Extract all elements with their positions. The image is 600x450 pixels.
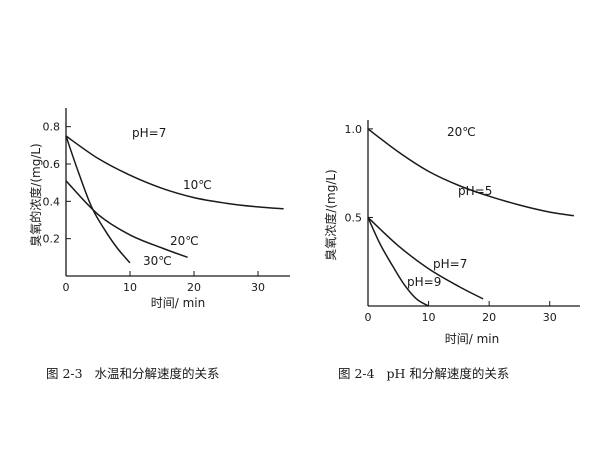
x-axis-label: 时间/ min bbox=[445, 332, 500, 346]
y-tick-label: 0.6 bbox=[43, 158, 61, 171]
series-label-3: 30℃ bbox=[143, 254, 172, 268]
series-line-2 bbox=[367, 216, 484, 300]
x-tick-label: 30 bbox=[251, 281, 265, 294]
series-label-1: pH=5 bbox=[458, 184, 492, 198]
x-axis-label: 时间/ min bbox=[151, 296, 206, 310]
x-tick-label: 20 bbox=[187, 281, 201, 294]
series-label-1: 10℃ bbox=[183, 178, 212, 192]
chart-title: pH=7 bbox=[132, 126, 166, 140]
y-tick-label: 0.4 bbox=[43, 195, 61, 208]
caption-figure-2-3: 图 2-3 水温和分解速度的关系 bbox=[46, 366, 220, 381]
series-label-2: 20℃ bbox=[170, 234, 199, 248]
series-line-3 bbox=[65, 135, 131, 264]
series-label-3: pH=9 bbox=[407, 275, 441, 289]
x-tick-label: 0 bbox=[63, 281, 70, 294]
x-tick-label: 10 bbox=[422, 311, 436, 324]
y-tick-label: 1.0 bbox=[345, 123, 363, 136]
x-tick-label: 0 bbox=[365, 311, 372, 324]
y-tick-label: 0.5 bbox=[345, 211, 363, 224]
x-tick-label: 20 bbox=[482, 311, 496, 324]
series-line-1 bbox=[65, 135, 284, 210]
caption-figure-2-4: 图 2-4 pH 和分解速度的关系 bbox=[338, 366, 510, 381]
series-line-3 bbox=[367, 217, 429, 307]
y-tick-label: 0.2 bbox=[43, 233, 61, 246]
chart-water-temperature: 0 10 20 30 0.2 0.4 0.6 0.8 时间/ min 臭氧的浓度/(mg/L) pH… bbox=[28, 108, 290, 310]
series-line-1 bbox=[367, 128, 575, 217]
chart-ph: 0 10 20 30 0.5 1.0 时间/ min 臭氧浓度/(mg/L) 20℃ pH=5 pH… bbox=[323, 120, 580, 346]
y-axis-label: 臭氧浓度/(mg/L) bbox=[323, 169, 338, 260]
chart-title: 20℃ bbox=[447, 125, 476, 139]
y-tick-label: 0.8 bbox=[43, 121, 61, 134]
y-axis-label: 臭氧的浓度/(mg/L) bbox=[28, 143, 43, 246]
x-tick-label: 30 bbox=[543, 311, 557, 324]
series-line-2 bbox=[65, 180, 188, 259]
x-tick-label: 10 bbox=[123, 281, 137, 294]
series-label-2: pH=7 bbox=[433, 257, 467, 271]
